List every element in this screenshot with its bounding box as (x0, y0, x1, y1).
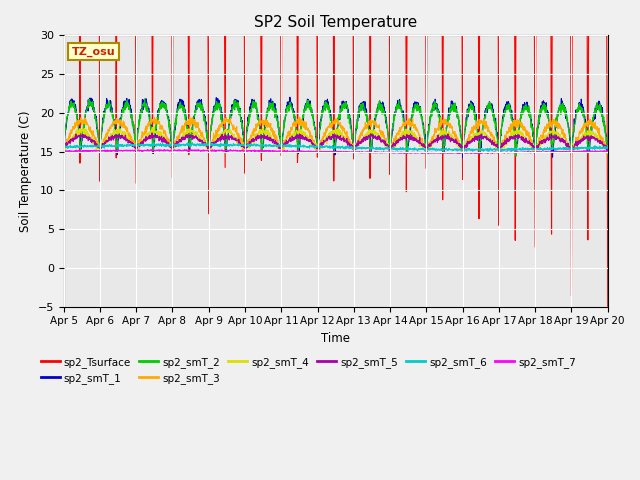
Legend: sp2_Tsurface, sp2_smT_1, sp2_smT_2, sp2_smT_3, sp2_smT_4, sp2_smT_5, sp2_smT_6, : sp2_Tsurface, sp2_smT_1, sp2_smT_2, sp2_… (36, 352, 580, 388)
sp2_smT_4 (212, 139, 220, 144)
sp2_smT_5 (494, 146, 502, 152)
sp2_smT_6 (212, 142, 220, 147)
sp2_smT_1 (60, 148, 67, 154)
sp2_smT_5 (556, 136, 564, 142)
sp2_Tsurface (604, 326, 612, 332)
sp2_smT_6 (364, 145, 371, 151)
sp2_smT_7 (604, 149, 612, 155)
sp2_smT_4 (604, 145, 612, 151)
Line: sp2_smT_6: sp2_smT_6 (63, 143, 608, 151)
sp2_smT_2 (60, 144, 67, 150)
sp2_smT_7 (572, 149, 579, 155)
sp2_smT_4 (494, 147, 502, 153)
sp2_Tsurface (60, 192, 67, 198)
sp2_smT_2 (572, 119, 579, 125)
sp2_smT_7 (494, 150, 502, 156)
Line: sp2_smT_5: sp2_smT_5 (63, 133, 608, 151)
sp2_smT_7 (161, 147, 168, 153)
sp2_smT_2 (604, 152, 612, 157)
Y-axis label: Soil Temperature (C): Soil Temperature (C) (19, 110, 32, 232)
sp2_smT_5 (604, 148, 612, 154)
sp2_smT_6 (556, 144, 564, 150)
sp2_smT_1 (364, 114, 371, 120)
sp2_smT_4 (603, 150, 611, 156)
sp2_smT_1 (286, 95, 294, 100)
sp2_smT_3 (60, 147, 67, 153)
sp2_smT_5 (148, 130, 156, 136)
sp2_smT_5 (571, 141, 579, 147)
sp2_smT_1 (604, 147, 612, 153)
X-axis label: Time: Time (321, 332, 350, 345)
sp2_smT_4 (571, 142, 579, 148)
sp2_smT_5 (351, 144, 359, 150)
sp2_smT_1 (211, 102, 219, 108)
sp2_smT_7 (364, 149, 371, 155)
sp2_smT_3 (556, 122, 564, 128)
sp2_smT_3 (364, 121, 371, 127)
sp2_smT_2 (556, 104, 564, 109)
Line: sp2_smT_2: sp2_smT_2 (63, 99, 608, 156)
Line: sp2_smT_1: sp2_smT_1 (63, 97, 608, 158)
sp2_smT_6 (572, 146, 579, 152)
Title: SP2 Soil Temperature: SP2 Soil Temperature (254, 15, 417, 30)
sp2_smT_5 (60, 146, 67, 152)
sp2_smT_6 (494, 147, 502, 153)
sp2_smT_1 (351, 132, 359, 138)
Line: sp2_Tsurface: sp2_Tsurface (63, 0, 608, 329)
sp2_smT_7 (454, 151, 461, 156)
Line: sp2_smT_4: sp2_smT_4 (63, 126, 608, 153)
sp2_smT_4 (364, 132, 371, 137)
sp2_smT_1 (556, 107, 564, 113)
Line: sp2_smT_3: sp2_smT_3 (63, 117, 608, 155)
sp2_smT_6 (60, 144, 67, 149)
Text: TZ_osu: TZ_osu (72, 47, 115, 57)
sp2_smT_1 (459, 155, 467, 161)
sp2_smT_3 (604, 143, 612, 149)
sp2_smT_6 (604, 145, 612, 151)
sp2_smT_2 (494, 142, 502, 148)
sp2_smT_2 (512, 154, 520, 159)
sp2_smT_2 (212, 104, 220, 109)
sp2_smT_7 (556, 149, 564, 155)
sp2_smT_1 (572, 119, 579, 124)
sp2_smT_3 (494, 146, 502, 152)
sp2_smT_4 (150, 123, 158, 129)
sp2_smT_2 (141, 96, 148, 102)
sp2_smT_6 (351, 145, 359, 151)
sp2_smT_5 (364, 135, 371, 141)
sp2_smT_1 (494, 145, 502, 151)
sp2_smT_4 (556, 136, 564, 142)
sp2_smT_7 (212, 148, 220, 154)
sp2_smT_4 (351, 147, 359, 153)
sp2_smT_3 (351, 147, 359, 153)
sp2_smT_3 (211, 134, 219, 140)
sp2_smT_3 (296, 114, 303, 120)
sp2_smT_4 (60, 144, 67, 150)
sp2_smT_7 (351, 150, 359, 156)
sp2_smT_2 (364, 116, 371, 121)
sp2_smT_3 (603, 152, 611, 157)
sp2_smT_7 (60, 148, 67, 154)
sp2_smT_2 (351, 132, 359, 138)
sp2_smT_6 (484, 148, 492, 154)
Line: sp2_smT_7: sp2_smT_7 (63, 150, 608, 154)
sp2_smT_5 (212, 139, 220, 145)
sp2_smT_3 (571, 143, 579, 148)
sp2_smT_6 (188, 140, 196, 145)
